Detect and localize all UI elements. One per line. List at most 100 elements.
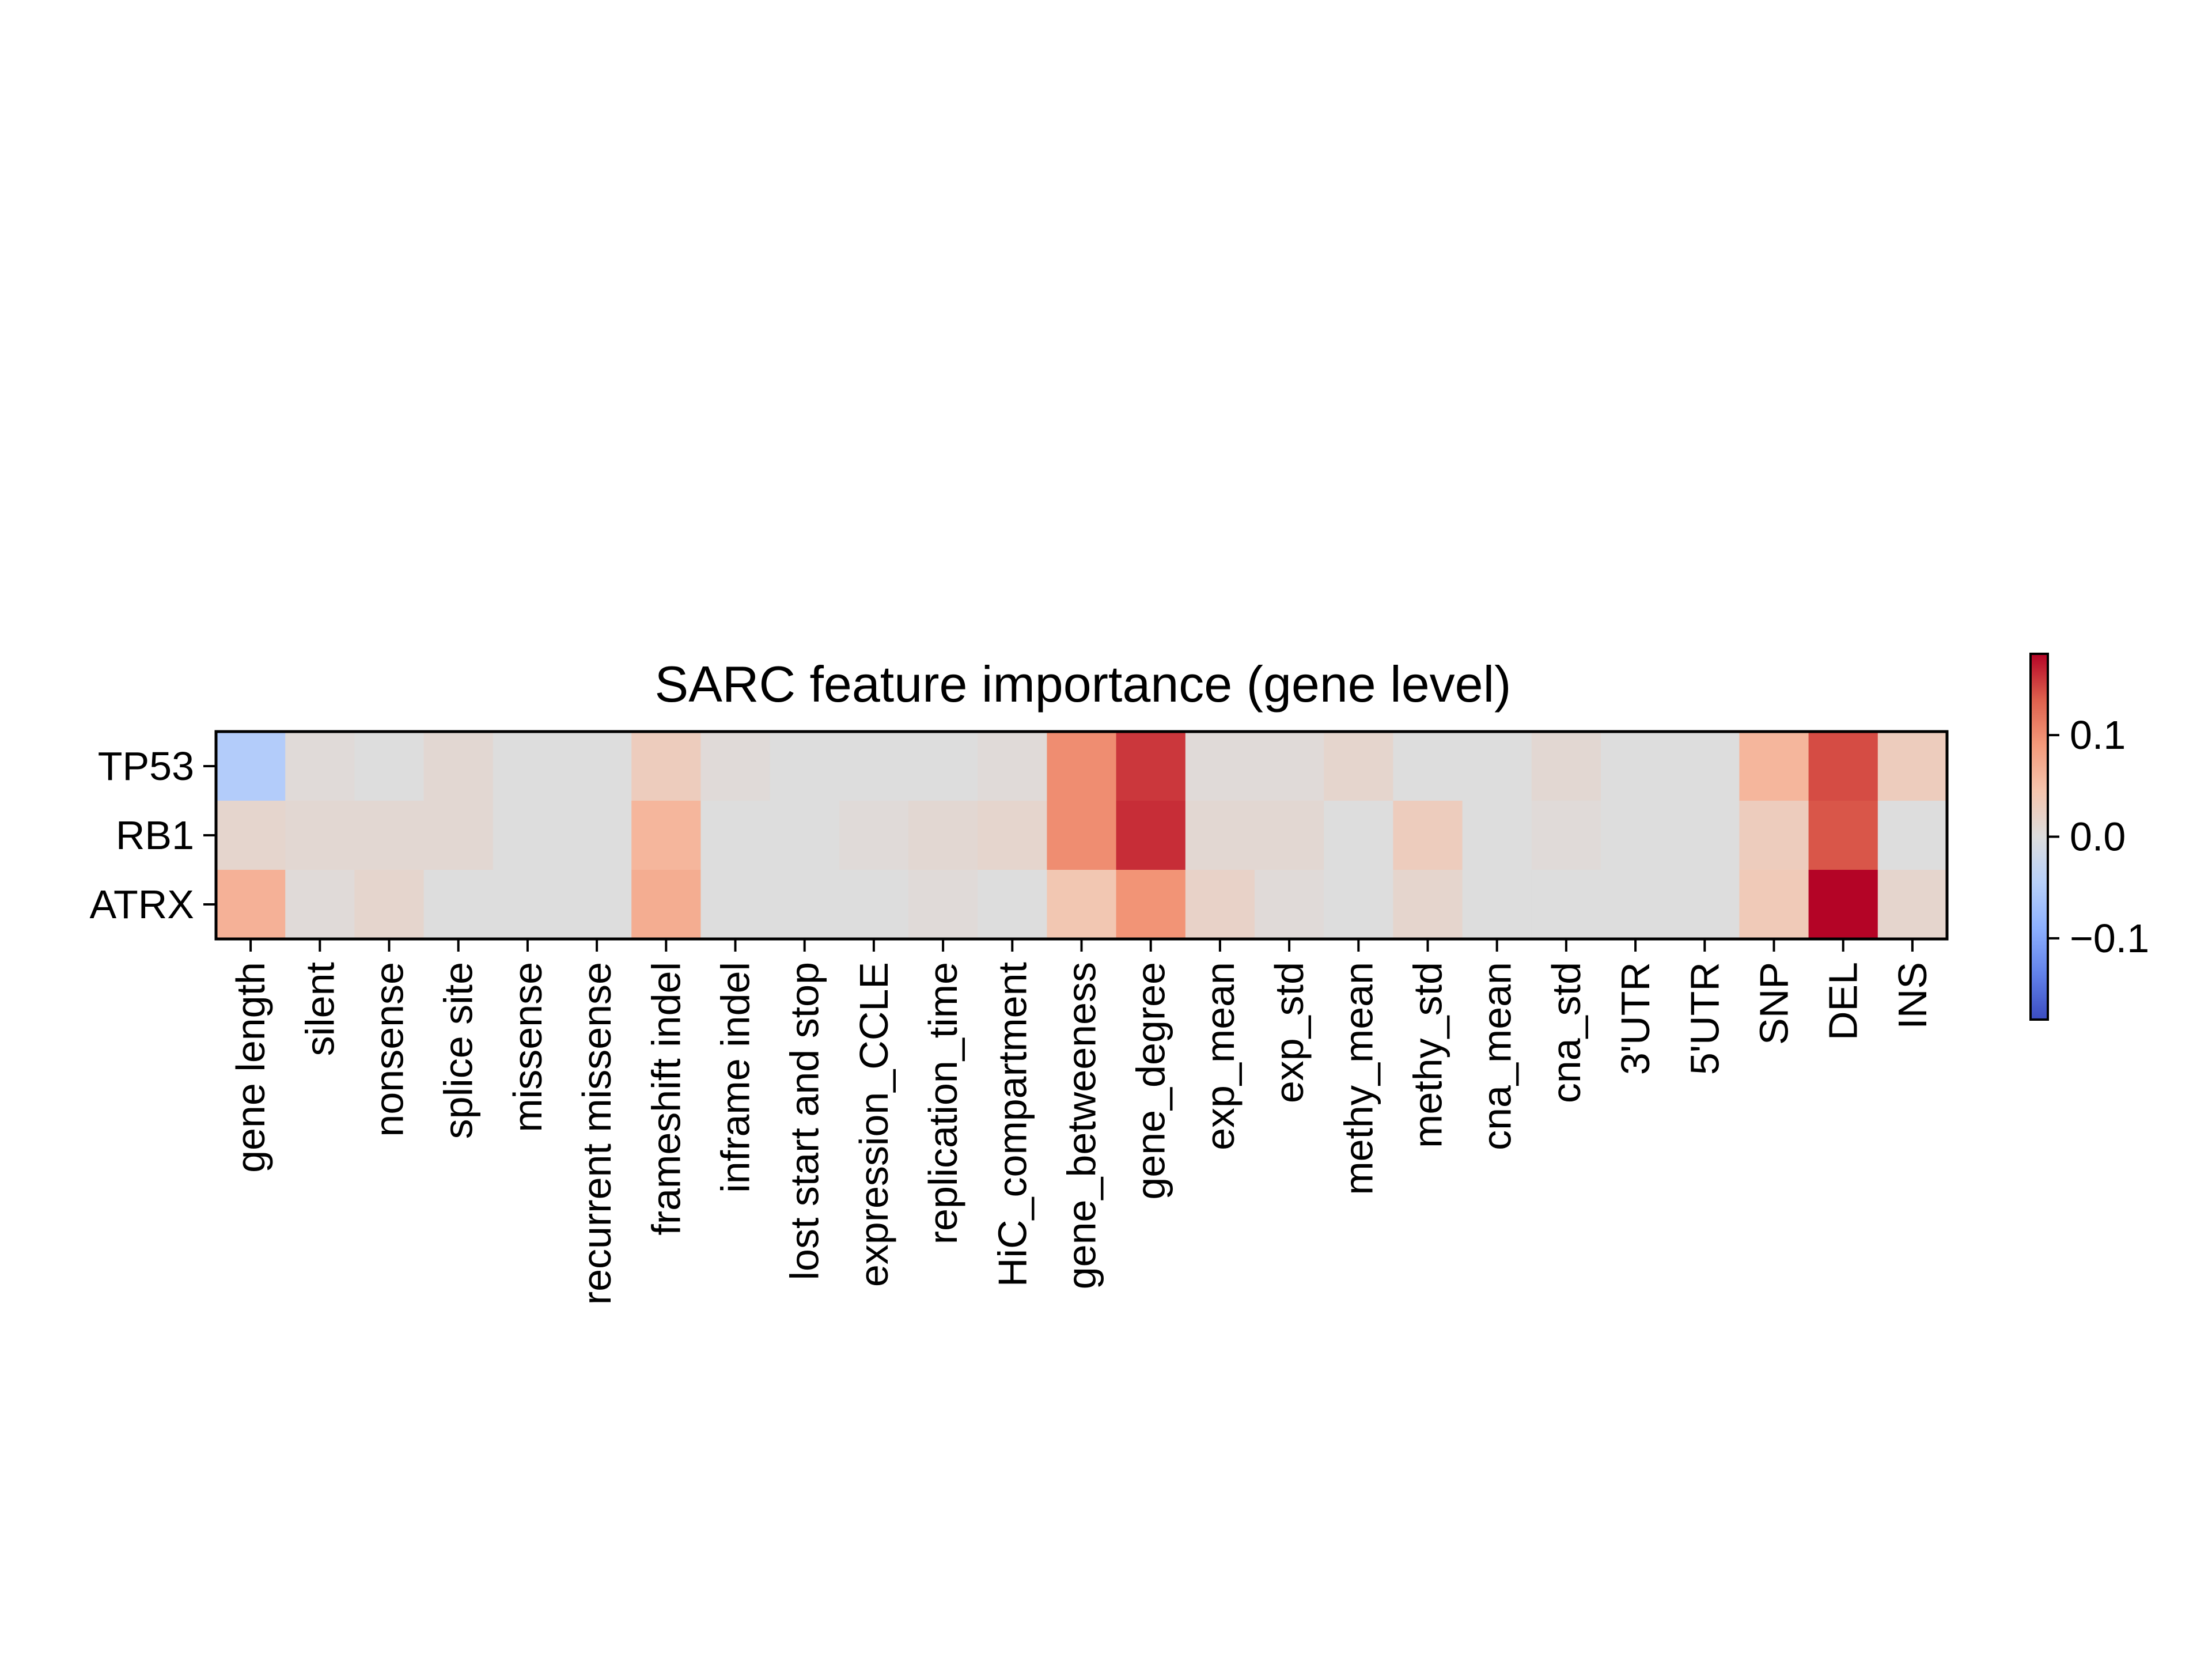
x-tick-label: 5'UTR bbox=[1682, 962, 1727, 1075]
heatmap-cell bbox=[1739, 801, 1809, 870]
heatmap-cell bbox=[354, 732, 425, 801]
heatmap-cell bbox=[1255, 870, 1324, 940]
heatmap-cell bbox=[700, 870, 771, 940]
heatmap-cell bbox=[1255, 801, 1324, 870]
heatmap-cell bbox=[1393, 870, 1463, 940]
heatmap-cell bbox=[908, 801, 978, 870]
x-tick-label: silent bbox=[297, 962, 342, 1056]
heatmap-cell bbox=[908, 870, 978, 940]
heatmap-cell bbox=[1877, 801, 1948, 870]
heatmap-cell bbox=[1116, 870, 1186, 940]
x-tick-label: expression_CCLE bbox=[851, 962, 896, 1287]
heatmap-cell bbox=[1047, 801, 1117, 870]
heatmap-cell bbox=[1462, 732, 1532, 801]
heatmap-cell bbox=[1324, 732, 1393, 801]
heatmap-cell bbox=[839, 870, 909, 940]
heatmap-cell bbox=[908, 732, 978, 801]
heatmap-cell bbox=[1462, 870, 1532, 940]
heatmap-cell bbox=[216, 732, 286, 801]
heatmap-cell bbox=[1462, 801, 1532, 870]
heatmap-cell bbox=[1185, 801, 1255, 870]
heatmap-cell bbox=[1601, 801, 1671, 870]
heatmap-cell bbox=[700, 801, 771, 870]
heatmap-cells bbox=[216, 732, 1948, 940]
heatmap-cell bbox=[562, 801, 632, 870]
colorbar-ticks: 0.1 0.0 −0.1 bbox=[2048, 713, 2149, 961]
y-tick-label: RB1 bbox=[116, 813, 194, 858]
heatmap-cell bbox=[770, 732, 840, 801]
heatmap-cell bbox=[1324, 801, 1393, 870]
heatmap-cell bbox=[978, 870, 1047, 940]
heatmap-cell bbox=[562, 732, 632, 801]
x-tick-label: lost start and stop bbox=[782, 962, 827, 1281]
heatmap-cell bbox=[354, 870, 425, 940]
x-tick-label: gene_degree bbox=[1128, 962, 1173, 1200]
heatmap-cell bbox=[1808, 801, 1878, 870]
heatmap-cell bbox=[1808, 732, 1878, 801]
heatmap-cell bbox=[493, 870, 563, 940]
x-tick-label: cna_mean bbox=[1475, 962, 1520, 1150]
heatmap-cell bbox=[216, 801, 286, 870]
heatmap-cell bbox=[493, 801, 563, 870]
x-tick-label: exp_mean bbox=[1198, 962, 1243, 1150]
heatmap-cell bbox=[1185, 870, 1255, 940]
heatmap-cell bbox=[423, 732, 494, 801]
heatmap-cell bbox=[1670, 801, 1740, 870]
heatmap-cell bbox=[1185, 732, 1255, 801]
x-tick-label: missense bbox=[505, 962, 550, 1132]
heatmap-cell bbox=[839, 801, 909, 870]
heatmap-cell bbox=[1739, 732, 1809, 801]
x-tick-label: frameshift indel bbox=[643, 962, 688, 1236]
y-axis-ticks: TP53 RB1 ATRX bbox=[90, 744, 216, 927]
heatmap-cell bbox=[631, 870, 701, 940]
heatmap-cell bbox=[1255, 732, 1324, 801]
x-tick-label: gene_betweeness bbox=[1059, 962, 1104, 1289]
colorbar-tick-label: 0.1 bbox=[2070, 713, 2126, 757]
x-tick-label: cna_std bbox=[1544, 962, 1589, 1103]
heatmap-cell bbox=[1047, 870, 1117, 940]
x-tick-label: nonsense bbox=[367, 962, 412, 1137]
x-tick-label: exp_std bbox=[1267, 962, 1312, 1103]
x-tick-label: methy_std bbox=[1406, 962, 1450, 1148]
heatmap-cell bbox=[285, 870, 355, 940]
heatmap-cell bbox=[216, 870, 286, 940]
heatmap-cell bbox=[631, 732, 701, 801]
x-tick-label: replication_time bbox=[921, 962, 965, 1244]
heatmap-cell bbox=[1116, 801, 1186, 870]
heatmap-cell bbox=[1877, 870, 1948, 940]
colorbar-tick-label: 0.0 bbox=[2070, 815, 2126, 859]
x-tick-label: INS bbox=[1890, 962, 1935, 1029]
heatmap-cell bbox=[1047, 732, 1117, 801]
plot-frame bbox=[214, 730, 1949, 941]
heatmap-cell bbox=[1601, 870, 1671, 940]
heatmap-cell bbox=[839, 732, 909, 801]
x-tick-label: methy_mean bbox=[1336, 962, 1381, 1195]
heatmap-cell bbox=[1739, 870, 1809, 940]
heatmap-cell bbox=[1877, 732, 1948, 801]
heatmap-cell bbox=[1116, 732, 1186, 801]
heatmap-cell bbox=[631, 801, 701, 870]
heatmap-cell bbox=[770, 870, 840, 940]
colorbar-tick-label: −0.1 bbox=[2070, 916, 2149, 961]
heatmap-cell bbox=[285, 801, 355, 870]
heatmap-cell bbox=[978, 801, 1047, 870]
x-tick-label: splice site bbox=[436, 962, 481, 1139]
x-tick-label: HiC_compartment bbox=[990, 962, 1035, 1287]
x-tick-label: DEL bbox=[1821, 962, 1866, 1040]
heatmap-cell bbox=[1808, 870, 1878, 940]
heatmap-cell bbox=[1393, 732, 1463, 801]
x-tick-label: SNP bbox=[1752, 962, 1797, 1045]
heatmap-cell bbox=[562, 870, 632, 940]
x-tick-label: gene length bbox=[228, 962, 273, 1173]
x-tick-label: recurrent missense bbox=[574, 962, 619, 1305]
y-tick-label: ATRX bbox=[90, 882, 195, 927]
heatmap-cell bbox=[1393, 801, 1463, 870]
heatmap-cell bbox=[1601, 732, 1671, 801]
chart-title: SARC feature importance (gene level) bbox=[655, 656, 1512, 713]
x-tick-label: 3'UTR bbox=[1613, 962, 1658, 1075]
heatmap-cell bbox=[1531, 801, 1601, 870]
heatmap-cell bbox=[423, 870, 494, 940]
colorbar bbox=[2029, 653, 2049, 1021]
heatmap-cell bbox=[1670, 732, 1740, 801]
